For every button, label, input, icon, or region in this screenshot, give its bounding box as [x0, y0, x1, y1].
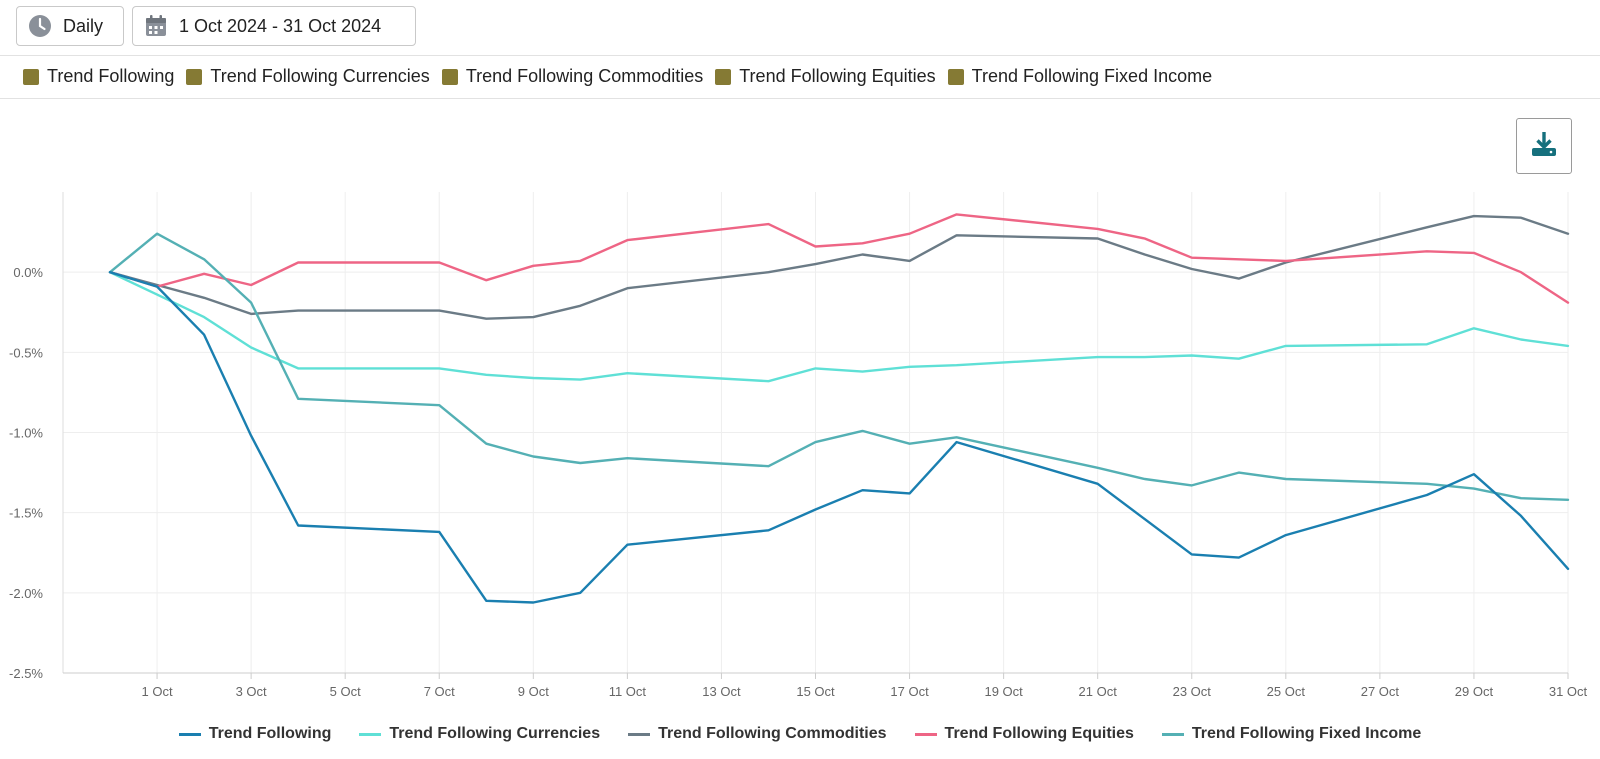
legend-item-label: Trend Following Equities — [944, 725, 1134, 742]
legend-swatch — [947, 68, 964, 85]
x-tick-label: 1 Oct — [142, 684, 173, 699]
legend-swatch — [186, 68, 203, 85]
date-range-label: 1 Oct 2024 - 31 Oct 2024 — [179, 15, 382, 36]
y-tick-label: -1.0% — [9, 426, 43, 441]
series-filter-label: Trend Following Fixed Income — [971, 66, 1213, 86]
x-tick-label: 25 Oct — [1267, 684, 1306, 699]
legend-swatch — [23, 68, 39, 85]
chart-legend: Trend Following Trend Following Currenci… — [0, 725, 1600, 751]
series-filter-label: Trend Following Commodities — [465, 66, 704, 86]
series-line-1 — [108, 270, 1570, 383]
toolbar: Daily 1 Oct 2024 - 31 Oct 2024 — [0, 0, 1600, 56]
x-tick-label: 17 Oct — [890, 684, 929, 699]
legend-item-label: Trend Following Fixed Income — [1191, 725, 1422, 742]
series-line-2 — [108, 214, 1570, 320]
series-filter-commodities[interactable]: Trend Following Commodities — [441, 66, 704, 87]
legend-item-label: Trend Following Commodities — [658, 725, 887, 742]
line-chart: 0.0% -0.5% -1.0% -1.5% -2.0% -2.5% 1 Oct 3 Oct… — [9, 192, 1588, 699]
legend-item-label: Trend Following — [208, 725, 332, 742]
legend-line-swatch — [628, 732, 651, 736]
legend-item-trend-following[interactable]: Trend Following — [178, 725, 332, 743]
x-tick-label: 11 Oct — [609, 684, 647, 699]
legend-item-commodities[interactable]: Trend Following Commodities — [628, 725, 887, 743]
x-tick-label: 7 Oct — [424, 684, 455, 699]
series-filter-fixed-income[interactable]: Trend Following Fixed Income — [947, 66, 1213, 87]
series-line-0 — [108, 270, 1570, 604]
x-tick-label: 31 Oct — [1549, 684, 1588, 699]
series-filter-label: Trend Following Equities — [739, 66, 936, 86]
x-tick-label: 29 Oct — [1455, 684, 1494, 699]
series-line-3 — [108, 213, 1570, 304]
series-line-4 — [108, 232, 1570, 501]
series-filter-equities[interactable]: Trend Following Equities — [715, 66, 936, 87]
period-selector-button[interactable]: Daily — [16, 6, 124, 46]
series-filter-label: Trend Following — [47, 66, 175, 86]
x-tick-label: 27 Oct — [1361, 684, 1400, 699]
x-tick-label: 9 Oct — [518, 684, 549, 699]
legend-line-swatch — [178, 732, 201, 736]
x-tick-label: 13 Oct — [702, 684, 741, 699]
x-tick-label: 23 Oct — [1173, 684, 1212, 699]
clock-icon — [27, 13, 53, 39]
y-tick-label: -1.5% — [9, 506, 43, 521]
calendar-icon — [143, 13, 169, 39]
legend-line-swatch — [359, 732, 382, 736]
y-tick-label: -2.0% — [9, 586, 43, 601]
y-tick-label: 0.0% — [13, 265, 43, 280]
legend-line-swatch — [1161, 732, 1184, 736]
y-tick-label: -0.5% — [9, 345, 43, 360]
series-filter-label: Trend Following Currencies — [210, 66, 430, 86]
legend-swatch — [441, 68, 458, 85]
x-tick-label: 15 Oct — [796, 684, 835, 699]
legend-line-swatch — [914, 732, 937, 736]
y-tick-label: -2.5% — [9, 666, 43, 681]
download-button[interactable] — [1516, 118, 1572, 174]
x-tick-label: 21 Oct — [1079, 684, 1118, 699]
legend-item-equities[interactable]: Trend Following Equities — [914, 725, 1134, 743]
legend-item-fixed-income[interactable]: Trend Following Fixed Income — [1161, 725, 1422, 743]
download-icon — [1529, 129, 1559, 164]
legend-item-currencies[interactable]: Trend Following Currencies — [359, 725, 600, 743]
x-tick-label: 5 Oct — [330, 684, 361, 699]
x-tick-label: 19 Oct — [984, 684, 1023, 699]
legend-item-label: Trend Following Currencies — [389, 725, 601, 742]
date-range-button[interactable]: 1 Oct 2024 - 31 Oct 2024 — [132, 6, 416, 46]
period-label: Daily — [63, 15, 104, 36]
x-tick-label: 3 Oct — [236, 684, 267, 699]
series-filter-currencies[interactable]: Trend Following Currencies — [186, 66, 430, 87]
legend-swatch — [715, 68, 732, 85]
series-filter-trend-following[interactable]: Trend Following — [23, 66, 174, 87]
series-filter-legend: Trend Following Trend Following Currenci… — [0, 56, 1600, 99]
